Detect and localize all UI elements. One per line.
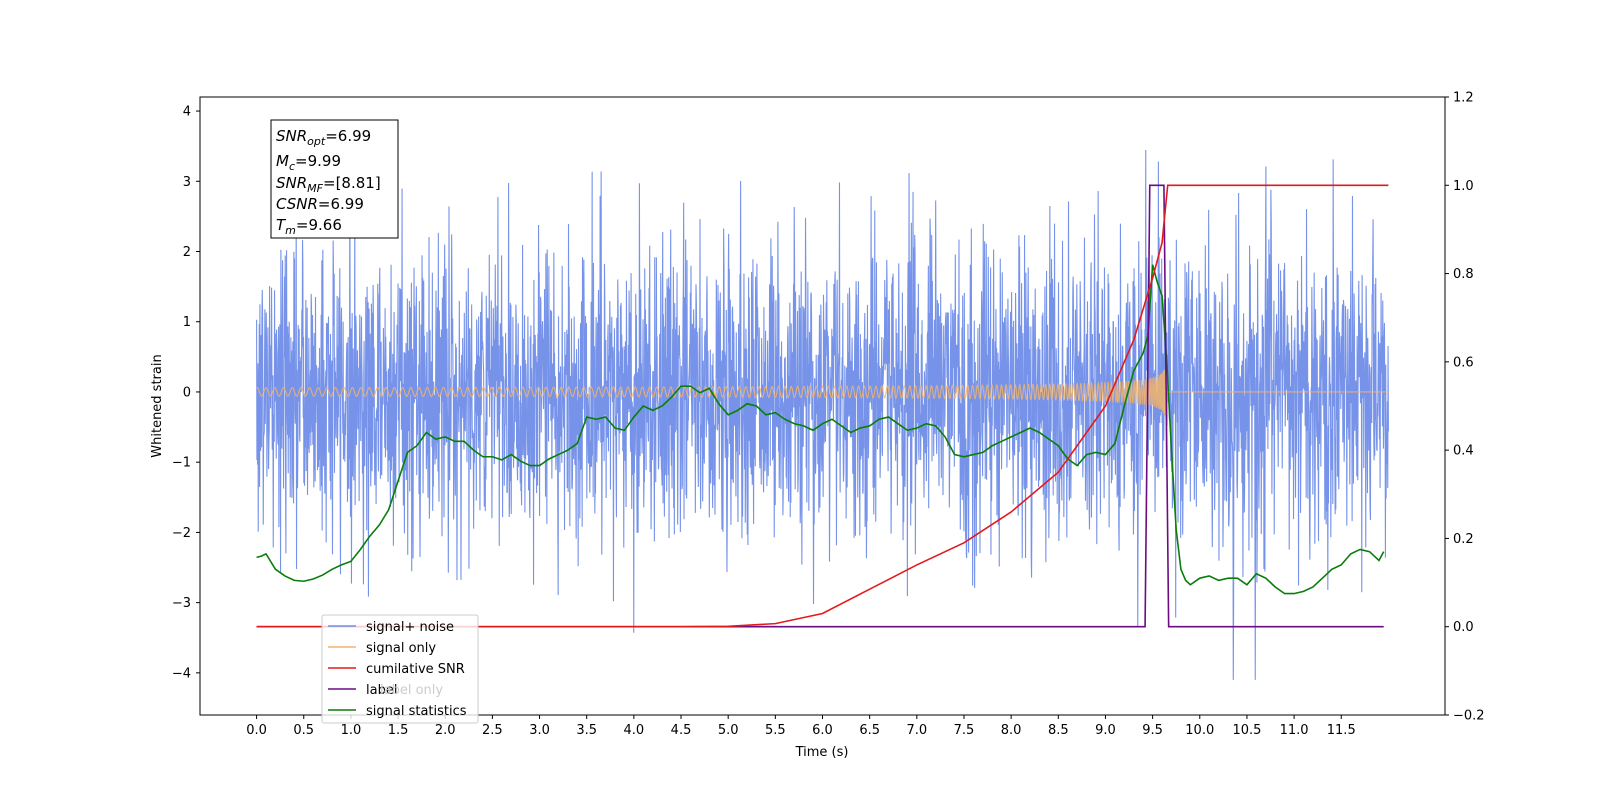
plot-area (256, 150, 1389, 680)
y-tick-label-6: −2 (172, 526, 191, 541)
y-tick-label-0: 4 (183, 105, 191, 120)
series-signal-only (256, 363, 1389, 424)
x-tick-label-13: 6.5 (859, 723, 880, 738)
x-tick-label-14: 7.0 (906, 723, 927, 738)
series-signal-noise (256, 150, 1389, 680)
legend: signal+ noise signal only cumilative SNR… (321, 614, 479, 724)
y-tick-label-7: −3 (172, 596, 191, 611)
stat-snr-opt: SNRopt=6.99 (276, 127, 371, 148)
x-tick-label-20: 10.0 (1185, 723, 1214, 738)
y2-tick-label-1: 1.0 (1453, 179, 1474, 194)
x-tick-label-10: 5.0 (718, 723, 739, 738)
y2-tick-label-2: 0.8 (1453, 267, 1474, 282)
stat-mc: Mc=9.99 (276, 152, 341, 173)
legend-label-label: label (366, 683, 397, 698)
series-signal-statistics (256, 264, 1385, 595)
x-tick-label-22: 11.0 (1280, 723, 1309, 738)
legend-label-label-only: label only (380, 683, 443, 698)
x-tick-label-11: 5.5 (765, 723, 786, 738)
stat-csnr-value: 6.99 (331, 195, 364, 213)
x-tick-label-21: 10.5 (1232, 723, 1261, 738)
x-tick-label-15: 7.5 (954, 723, 975, 738)
x-tick-label-8: 4.0 (624, 723, 645, 738)
stats-annotation-box: SNRopt=6.99 Mc=9.99 SNRMF=[8.81] CSNR=6.… (270, 119, 399, 239)
y-tick-label-2: 2 (183, 245, 191, 260)
x-tick-label-17: 8.5 (1048, 723, 1069, 738)
legend-label-cumulative-snr: cumilative SNR (366, 662, 465, 677)
y2-tick-label-4: 0.4 (1453, 444, 1474, 459)
series-cumulative-snr (256, 184, 1389, 628)
y-tick-label-8: −4 (172, 666, 191, 681)
legend-label-signal-noise: signal+ noise (366, 620, 454, 635)
stat-snr-opt-value: 6.99 (338, 127, 371, 145)
y-axis-label: Whitened strain (150, 354, 165, 457)
stat-tm: Tm=9.66 (276, 216, 342, 237)
axes: 0.0 0.5 1.0 1.5 2.0 2.5 3.0 3.5 4.0 4.5 5.0 5.5 6.0 6… (172, 91, 1485, 739)
x-tick-label-19: 9.5 (1142, 723, 1163, 738)
stat-tm-value: 9.66 (308, 216, 341, 234)
legend-frame (321, 614, 479, 724)
legend-label-signal-only: signal only (366, 641, 436, 656)
x-tick-label-6: 3.0 (529, 723, 550, 738)
stat-csnr: CSNR=6.99 (276, 195, 364, 213)
x-axis-label: Time (s) (795, 745, 849, 760)
x-tick-label-16: 8.0 (1001, 723, 1022, 738)
stat-snr-mf: SNRMF=[8.81] (276, 174, 381, 195)
stat-snr-mf-value: [8.81] (336, 174, 381, 192)
x-tick-label-23: 11.5 (1327, 723, 1356, 738)
y2-tick-label-5: 0.2 (1453, 532, 1474, 547)
x-tick-label-7: 3.5 (576, 723, 597, 738)
stats-box-frame (270, 119, 399, 239)
y-tick-label-5: −1 (172, 456, 191, 471)
x-tick-label-12: 6.0 (812, 723, 833, 738)
series-label (256, 184, 1384, 628)
y2-tick-label-7: −0.2 (1453, 709, 1485, 724)
stat-mc-value: 9.99 (308, 152, 341, 170)
legend-label-signal-statistics: signal statistics (366, 704, 467, 719)
y-tick-label-1: 3 (183, 175, 191, 190)
y-tick-label-3: 1 (183, 315, 191, 330)
x-tick-label-4: 2.0 (435, 723, 456, 738)
x-tick-label-3: 1.5 (388, 723, 409, 738)
x-tick-label-1: 0.5 (293, 723, 314, 738)
y2-tick-label-0: 1.2 (1453, 91, 1474, 106)
x-tick-label-9: 4.5 (671, 723, 692, 738)
y2-tick-label-6: 0.0 (1453, 620, 1474, 635)
x-tick-label-0: 0.0 (246, 723, 267, 738)
x-tick-label-2: 1.0 (341, 723, 362, 738)
y2-tick-label-3: 0.6 (1453, 355, 1474, 370)
x-tick-label-18: 9.0 (1095, 723, 1116, 738)
y-tick-label-4: 0 (183, 385, 191, 400)
x-tick-label-5: 2.5 (482, 723, 503, 738)
